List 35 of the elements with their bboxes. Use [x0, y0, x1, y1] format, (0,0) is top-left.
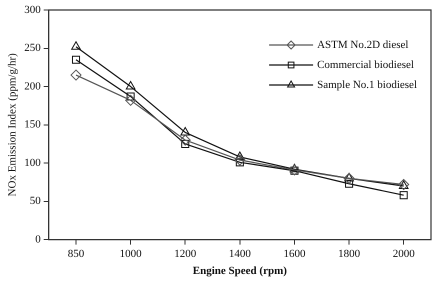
y-tick-label: 0 [35, 233, 42, 246]
x-tick-label: 1400 [228, 248, 252, 260]
point [344, 172, 354, 182]
y-tick-label: 200 [24, 80, 42, 92]
point [344, 172, 355, 184]
point [290, 164, 300, 172]
legend-label: Sample No.1 biodiesel [317, 78, 418, 91]
y-tick-label: 250 [24, 42, 42, 54]
x-tick-label: 2000 [392, 248, 416, 260]
point [400, 191, 408, 200]
legend-label: ASTM No.2D diesel [317, 38, 408, 51]
point [234, 154, 246, 166]
y-tick-label: 300 [24, 4, 42, 16]
point [288, 164, 300, 176]
x-tick-label: 1600 [283, 248, 306, 260]
y-tick-label: 50 [30, 195, 42, 208]
point [125, 94, 136, 106]
x-tick-label: 1000 [120, 248, 142, 260]
y-tick-label: 100 [24, 156, 42, 169]
point [345, 180, 354, 188]
point [71, 41, 81, 50]
point [180, 134, 191, 146]
x-axis-title: Engine Speed (rpm) [192, 265, 288, 278]
x-tick-label: 1200 [174, 248, 197, 260]
x-tick-label: 1800 [338, 248, 361, 260]
y-tick-label: 150 [24, 118, 42, 131]
point [70, 70, 82, 81]
x-tick-label: 850 [68, 248, 85, 260]
point [180, 126, 190, 136]
point [126, 81, 136, 90]
point [126, 92, 135, 101]
y-axis-title: NOx Emission Index (ppm/g/hr) [6, 52, 18, 196]
point [235, 151, 245, 160]
legend-label: Commercial biodiesel [317, 58, 414, 71]
point [72, 56, 80, 64]
